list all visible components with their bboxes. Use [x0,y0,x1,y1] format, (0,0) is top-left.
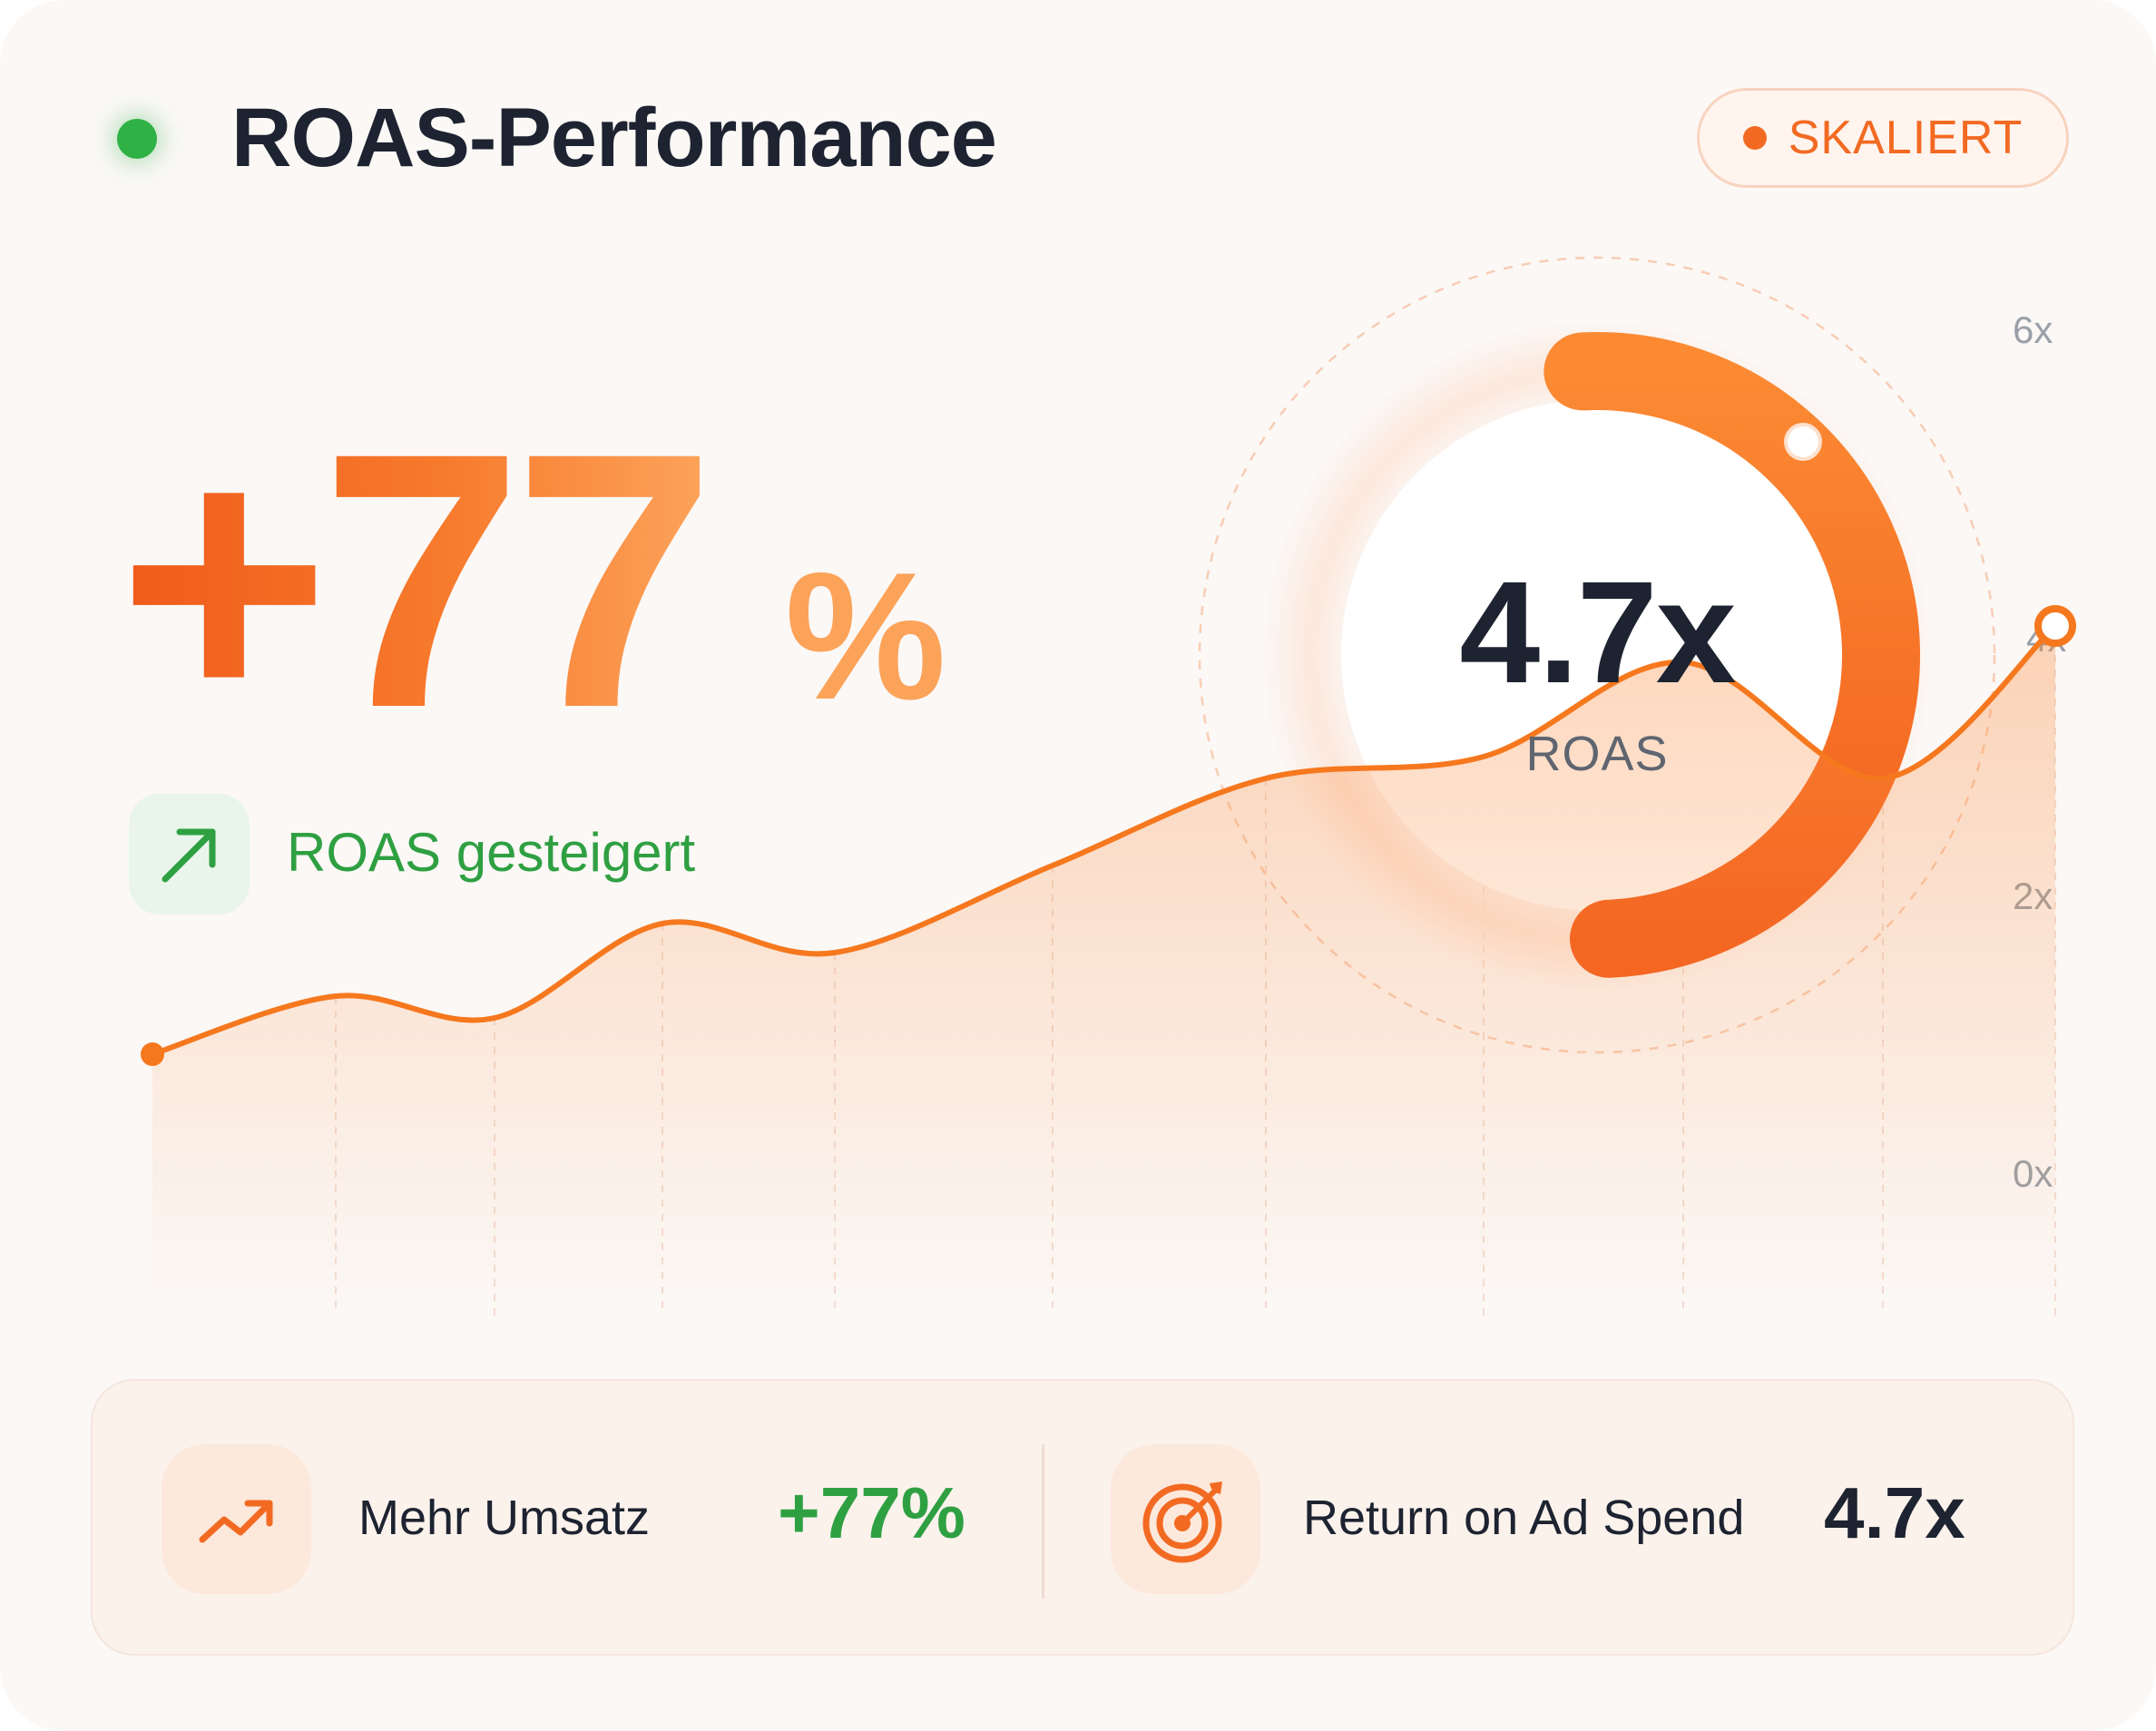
data-point [141,1042,164,1066]
badge-dot-icon [1742,126,1767,150]
badge-label: SKALIERT [1788,112,2024,164]
stat-value-roas: 4.7x [1824,1472,1965,1553]
stats-panel: Mehr Umsatz +77% Return on Ad Spend 4.7x [91,1379,2074,1656]
stat-label-revenue: Mehr Umsatz [358,1491,651,1545]
headline-unit: % [785,535,946,738]
y-tick-label: 6x [2013,308,2053,351]
trend-up-badge [129,794,250,914]
trending-up-icon [199,1500,272,1542]
chart-area-fill [152,626,2055,1315]
chart-line [150,623,2058,1057]
data-point [2034,605,2076,647]
card-title: ROAS-Performance [231,92,997,184]
stat-icon-roas [1111,1444,1260,1594]
stat-icon-revenue [162,1444,311,1594]
arrow-up-right-icon [162,828,215,882]
headline-value: +77 [118,377,707,744]
stats-divider [1042,1444,1044,1599]
gauge-knob [1784,423,1822,461]
gauge-value: 4.7x [1459,551,1736,713]
chart-points [141,605,2076,1066]
status-indicator-dot [117,119,157,159]
gauge-label: ROAS [1525,727,1669,781]
headline-percentage: +77 % [118,377,946,744]
stat-label-roas: Return on Ad Spend [1303,1491,1745,1545]
target-icon [1142,1481,1222,1562]
trend-label: ROAS gesteigert [287,822,696,883]
status-badge[interactable]: SKALIERT [1697,88,2069,188]
stat-value-revenue: +77% [778,1472,965,1553]
